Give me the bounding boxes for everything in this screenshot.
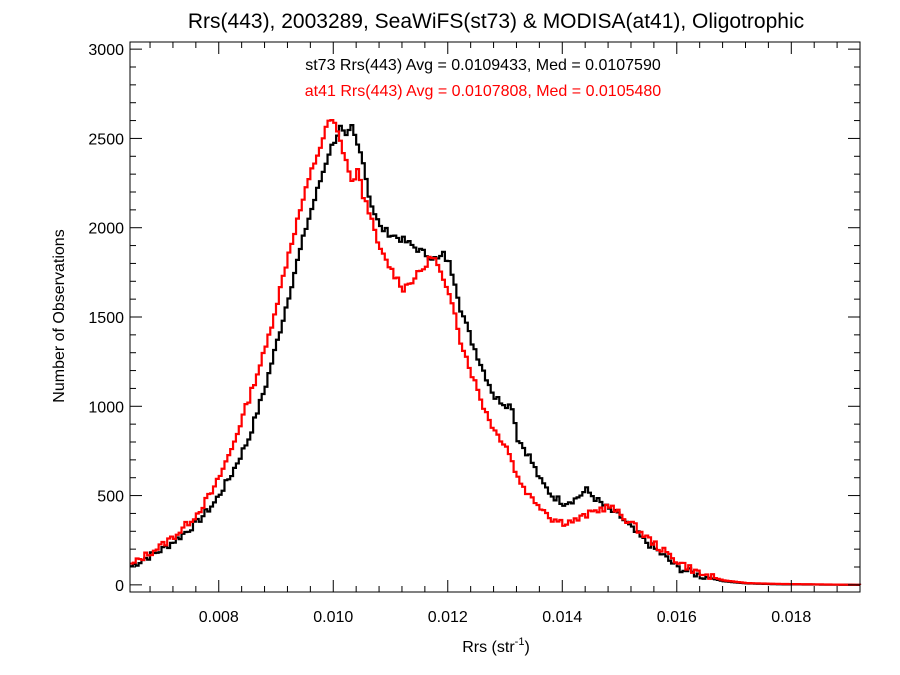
- series-group: [130, 118, 862, 586]
- annotation-st73: st73 Rrs(443) Avg = 0.0109433, Med = 0.0…: [305, 57, 661, 74]
- y-tick-label: 500: [97, 489, 124, 506]
- x-tick-label: 0.016: [657, 609, 697, 626]
- x-tick-label: 0.018: [771, 609, 811, 626]
- chart-title: Rrs(443), 2003289, SeaWiFS(st73) & MODIS…: [188, 10, 804, 33]
- x-tick-label: 0.014: [542, 609, 582, 626]
- y-axis-title: Number of Observations: [51, 229, 68, 402]
- x-axis-title: Rrs (str-1): [462, 636, 530, 656]
- y-tick-label: 3000: [88, 42, 124, 59]
- x-axis-title-main: Rrs (str: [462, 639, 515, 656]
- series-at41-line: [130, 118, 862, 586]
- annotation-at41: at41 Rrs(443) Avg = 0.0107808, Med = 0.0…: [305, 83, 662, 100]
- ticks-group: 0.008 0.010 0.012 0.014 0.016 0.018 0 500 1000 15…: [88, 42, 861, 626]
- series-st73-line: [130, 124, 862, 586]
- plot-frame: [129, 41, 861, 593]
- y-tick-label: 1000: [88, 399, 124, 416]
- x-tick-label: 0.010: [313, 609, 353, 626]
- x-axis-title-superscript: -1: [515, 636, 525, 648]
- y-tick-label: 0: [115, 578, 124, 595]
- y-tick-label: 2000: [88, 221, 124, 238]
- x-tick-label: 0.008: [199, 609, 239, 626]
- y-tick-label: 2500: [88, 131, 124, 148]
- x-tick-label: 0.012: [428, 609, 468, 626]
- y-tick-label: 1500: [88, 310, 124, 327]
- x-axis-title-end: ): [524, 639, 529, 656]
